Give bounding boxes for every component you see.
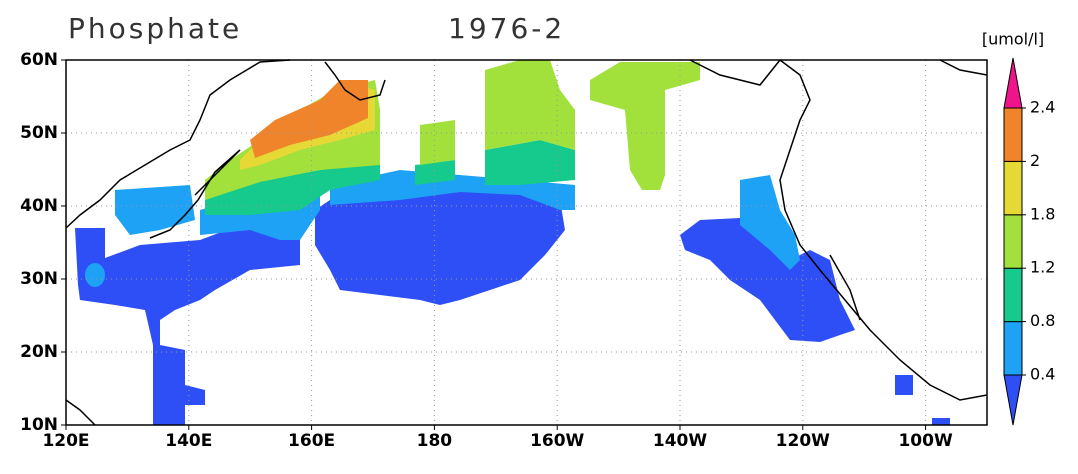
map-frame bbox=[65, 59, 988, 426]
contour-region bbox=[895, 375, 913, 395]
x-tick-label: 120E bbox=[42, 431, 89, 451]
x-tick-label: 160W bbox=[530, 431, 584, 451]
phosphate-field bbox=[75, 60, 950, 425]
contour-region bbox=[75, 220, 300, 425]
contour-region bbox=[415, 160, 455, 185]
period: 1976-2 bbox=[448, 12, 565, 45]
coastlines bbox=[65, 59, 988, 426]
contour-region bbox=[85, 263, 105, 287]
colorbar-box bbox=[1003, 214, 1023, 269]
contour-region bbox=[485, 60, 575, 150]
y-tick-label: 50N bbox=[20, 123, 58, 143]
contour-region bbox=[680, 218, 855, 342]
contour-region bbox=[485, 140, 575, 185]
x-tick-label: 100W bbox=[898, 431, 952, 451]
x-tick-label: 120W bbox=[776, 431, 830, 451]
contour-region bbox=[250, 80, 368, 158]
contour-region bbox=[932, 418, 950, 425]
colorbar-low bbox=[1003, 374, 1023, 426]
contour-region bbox=[740, 175, 800, 270]
colorbar-label: 1.8 bbox=[1030, 204, 1055, 223]
colorbar-box bbox=[1003, 267, 1023, 323]
colorbar-box bbox=[1003, 321, 1023, 376]
title: Phosphate bbox=[68, 12, 242, 45]
colorbar-label: 2 bbox=[1030, 151, 1040, 170]
y-tick-label: 40N bbox=[20, 196, 58, 216]
contour-region bbox=[420, 120, 455, 165]
unit-label: [umol/l] bbox=[982, 30, 1044, 49]
contour-region bbox=[315, 188, 565, 305]
colorbar-label: 0.4 bbox=[1030, 365, 1055, 384]
colorbar-high bbox=[1003, 57, 1023, 109]
contour-region bbox=[205, 160, 380, 215]
colorbar-label: 1.2 bbox=[1030, 258, 1055, 277]
y-tick-label: 30N bbox=[20, 269, 58, 289]
x-tick-label: 140W bbox=[653, 431, 707, 451]
y-tick-label: 10N bbox=[20, 415, 58, 435]
colorbar-label: 0.8 bbox=[1030, 311, 1055, 330]
colorbar-box bbox=[1003, 160, 1023, 216]
colorbar-box bbox=[1003, 107, 1023, 162]
y-tick-label: 20N bbox=[20, 342, 58, 362]
x-tick-label: 180 bbox=[417, 431, 453, 451]
x-tick-label: 160E bbox=[288, 431, 335, 451]
contour-region bbox=[115, 185, 195, 235]
y-tick-label: 60N bbox=[20, 50, 58, 70]
colorbar-label: 2.4 bbox=[1030, 98, 1055, 117]
contour-region bbox=[590, 62, 700, 190]
x-tick-label: 140E bbox=[165, 431, 212, 451]
